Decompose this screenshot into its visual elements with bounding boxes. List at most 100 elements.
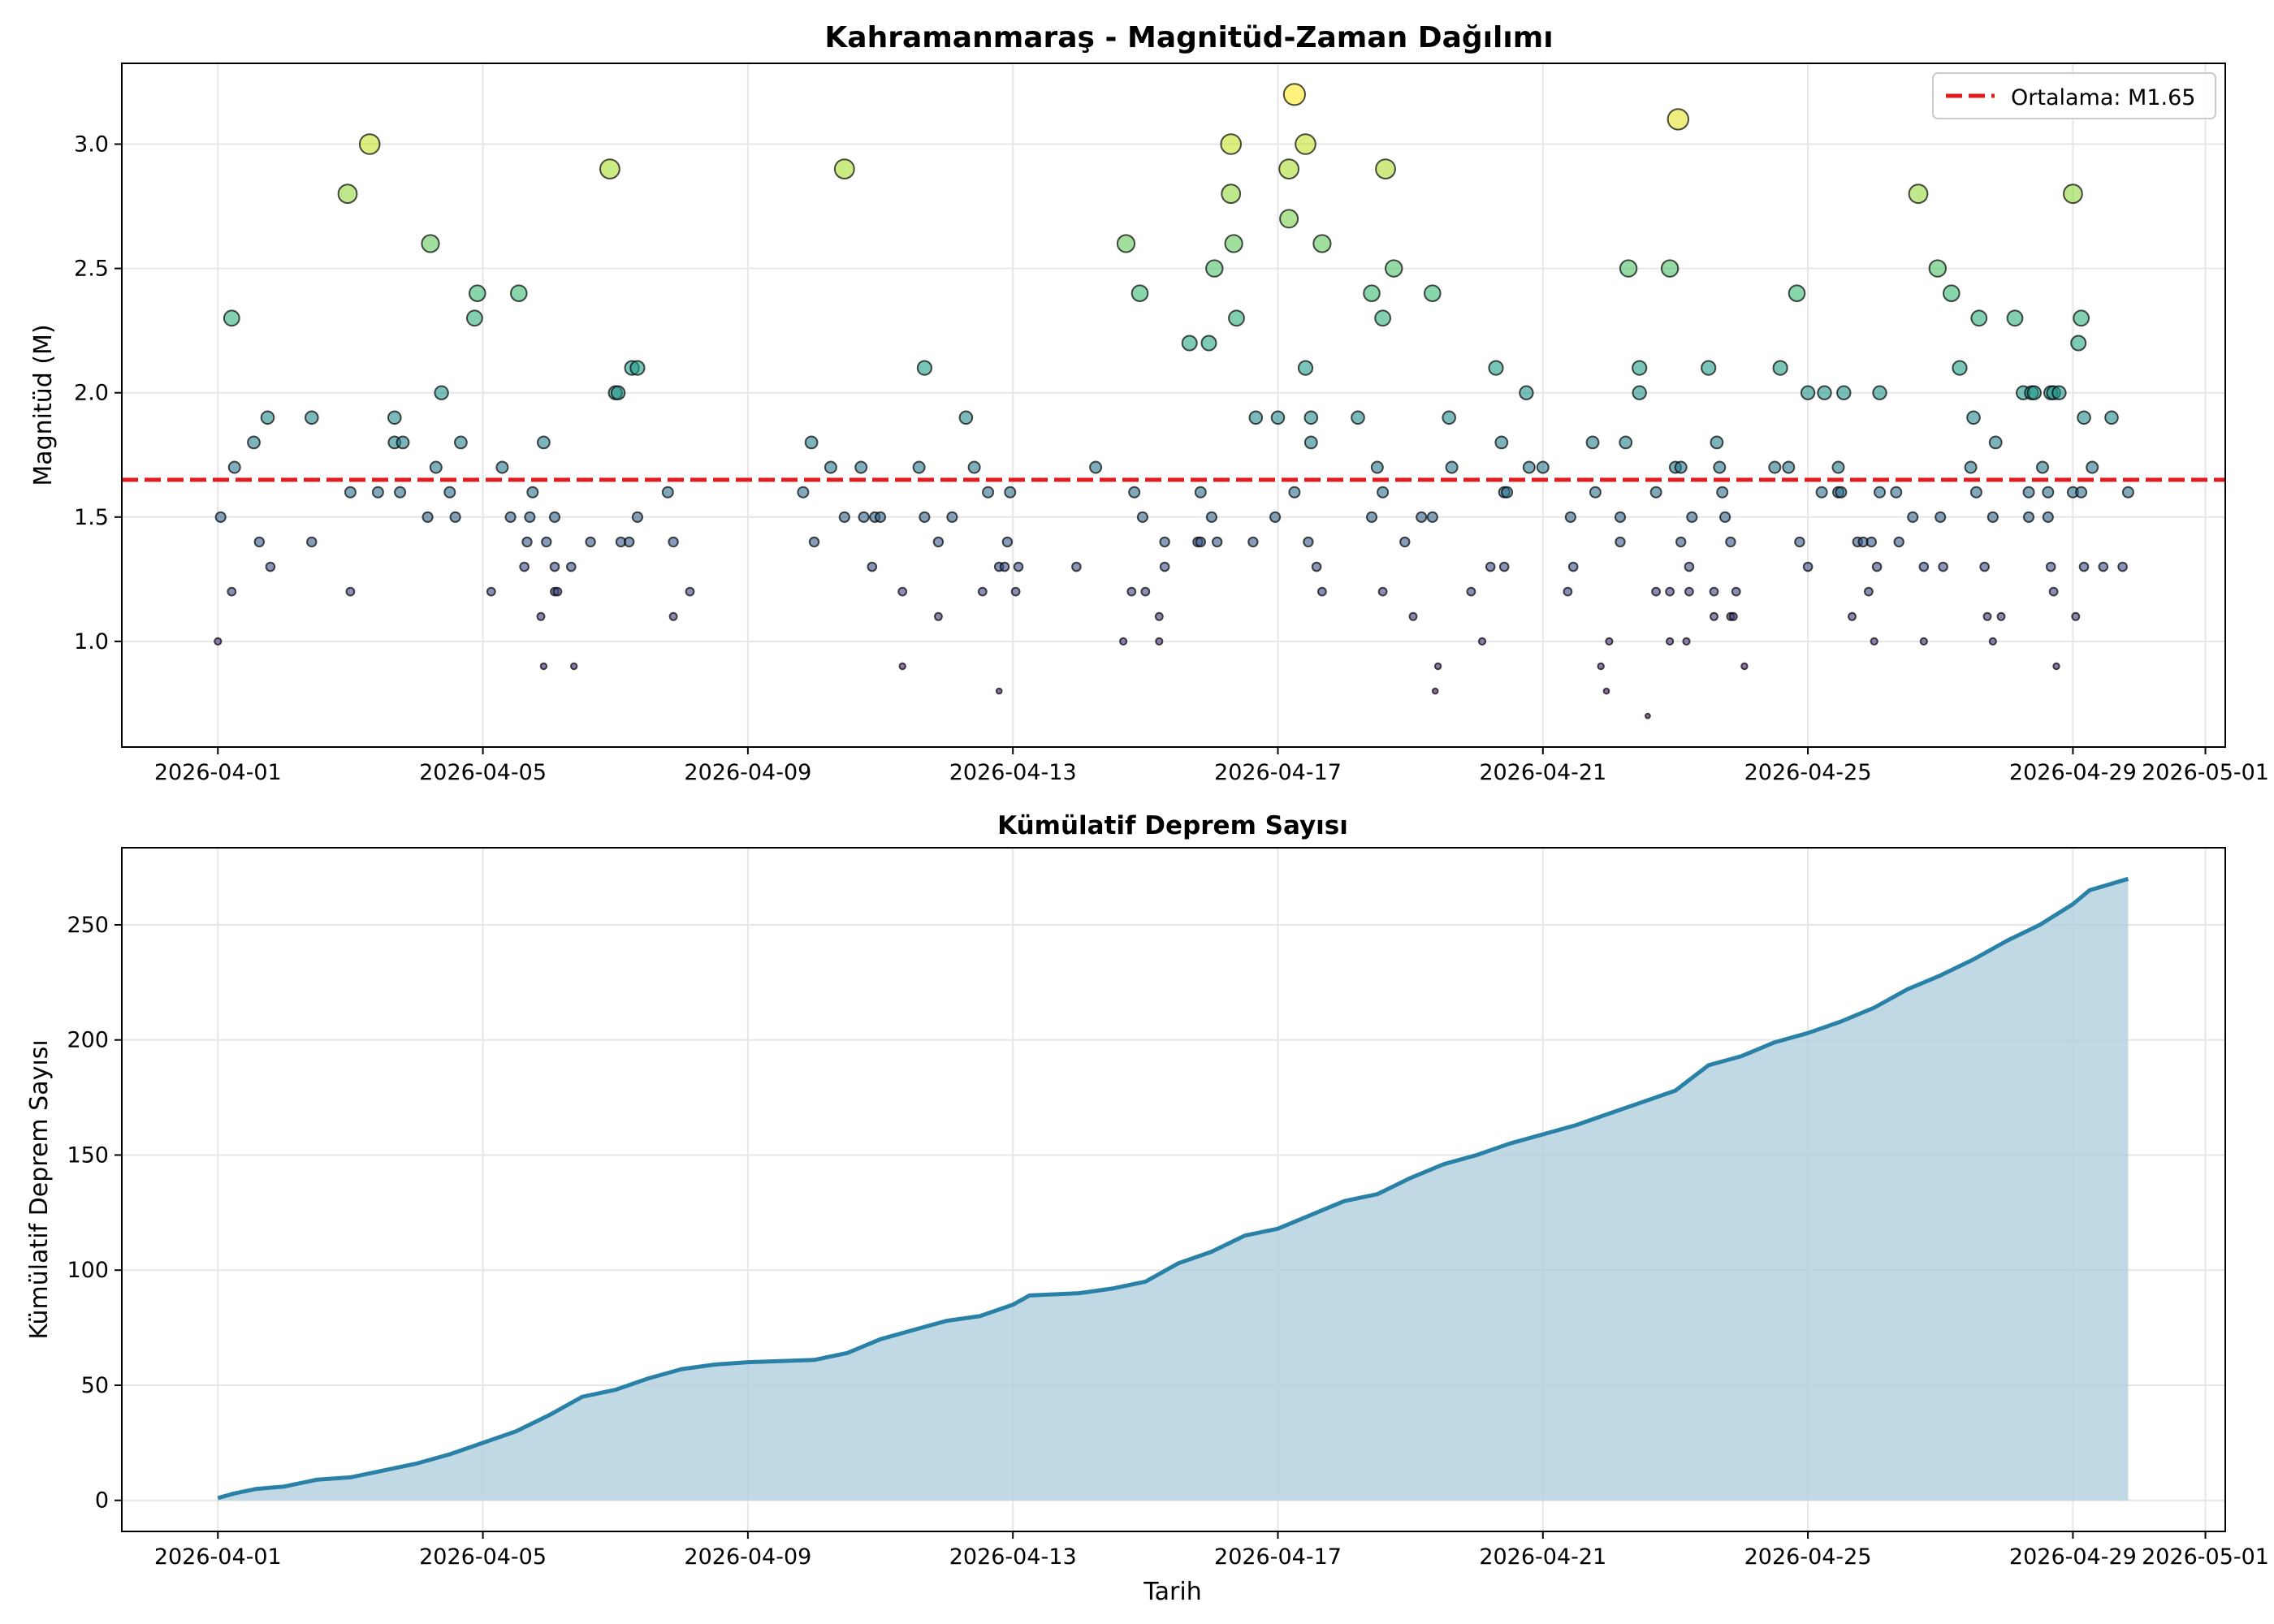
earthquake-point bbox=[1303, 536, 1314, 548]
earthquake-point bbox=[1870, 637, 1878, 646]
1-x-tick-label: 2026-04-17 bbox=[1214, 1544, 1342, 1570]
earthquake-point bbox=[1890, 486, 1903, 499]
earthquake-point bbox=[1675, 536, 1687, 548]
earthquake-point bbox=[797, 486, 810, 499]
1-x-tick-label: 2026-04-29 bbox=[2009, 1544, 2137, 1570]
earthquake-point bbox=[1004, 486, 1017, 499]
earthquake-point bbox=[838, 511, 850, 523]
scatter-axes-frame bbox=[121, 63, 2226, 748]
cumulative-axes-frame bbox=[121, 847, 2226, 1532]
scatter-x-ticks: 2026-04-01 2026-04-05 2026-04-09 2026-04-13… bbox=[154, 747, 2269, 785]
earthquake-point bbox=[1865, 536, 1878, 548]
earthquake-point bbox=[1709, 586, 1719, 597]
earthquake-point bbox=[1943, 284, 1961, 303]
earthquake-point bbox=[1424, 284, 1442, 303]
earthquake-point bbox=[1247, 536, 1259, 548]
earthquake-point bbox=[999, 561, 1010, 572]
earthquake-point bbox=[1288, 486, 1301, 499]
earthquake-point bbox=[2086, 460, 2099, 474]
earthquake-point bbox=[1195, 536, 1207, 548]
earthquake-point bbox=[1615, 536, 1626, 548]
earthquake-point bbox=[2077, 410, 2091, 425]
earthquake-point bbox=[2036, 460, 2049, 474]
earthquake-point bbox=[344, 486, 357, 499]
earthquake-point bbox=[214, 637, 223, 646]
earthquake-point bbox=[2022, 511, 2035, 523]
earthquake-point bbox=[1442, 410, 1456, 425]
earthquake-point bbox=[345, 586, 356, 597]
earthquake-point bbox=[504, 511, 517, 523]
earthquake-point bbox=[2073, 309, 2090, 327]
earthquake-point bbox=[1317, 586, 1327, 597]
earthquake-point bbox=[833, 158, 855, 180]
earthquake-point bbox=[1716, 486, 1729, 499]
cumulative-x-axis-label: Tarih bbox=[1143, 1578, 1201, 1606]
earthquake-point bbox=[1466, 586, 1476, 597]
earthquake-point bbox=[1871, 561, 1883, 572]
1-y-tick-label: 50 bbox=[81, 1373, 109, 1398]
earthquake-point bbox=[1220, 133, 1242, 155]
cumulative-y-ticks: 0 50 100 150 200 250 bbox=[67, 913, 122, 1514]
earthquake-point bbox=[1311, 561, 1322, 572]
earthquake-point bbox=[2045, 561, 2056, 572]
earthquake-point bbox=[1874, 486, 1886, 499]
earthquake-point bbox=[2121, 486, 2134, 499]
earthquake-point bbox=[610, 385, 626, 400]
earthquake-point bbox=[2042, 486, 2055, 499]
earthquake-point bbox=[1725, 536, 1736, 548]
earthquake-point bbox=[214, 511, 227, 523]
earthquake-point bbox=[1181, 335, 1198, 352]
earthquake-point bbox=[521, 536, 533, 548]
cumulative-y-axis-label: Kümülatif Deprem Sayısı bbox=[25, 1039, 54, 1339]
earthquake-point bbox=[1645, 712, 1651, 719]
earthquake-point bbox=[1667, 108, 1690, 131]
earthquake-point bbox=[1374, 309, 1391, 327]
earthquake-point bbox=[1248, 410, 1264, 425]
earthquake-point bbox=[570, 662, 578, 671]
earthquake-point bbox=[1585, 435, 1600, 450]
earthquake-point bbox=[1370, 460, 1384, 474]
earthquake-point bbox=[260, 410, 275, 425]
earthquake-point bbox=[1131, 284, 1149, 303]
earthquake-point bbox=[1154, 611, 1164, 621]
earthquake-point bbox=[1200, 335, 1217, 352]
earthquake-point bbox=[422, 511, 434, 523]
earthquake-point bbox=[1477, 637, 1487, 646]
earthquake-point bbox=[396, 435, 410, 450]
earthquake-point bbox=[946, 511, 958, 523]
cumulative-area-fill bbox=[218, 879, 2129, 1501]
earthquake-point bbox=[1279, 209, 1299, 229]
earthquake-point bbox=[1377, 486, 1390, 499]
earthquake-point bbox=[1567, 561, 1579, 572]
earthquake-point bbox=[1848, 611, 1857, 621]
earthquake-point bbox=[919, 511, 931, 523]
scatter-grid bbox=[122, 63, 2225, 747]
earthquake-point bbox=[1126, 586, 1137, 597]
earthquake-point bbox=[1701, 360, 1717, 376]
earthquake-point bbox=[599, 158, 620, 180]
earthquake-point bbox=[1485, 561, 1496, 572]
earthquake-point bbox=[685, 586, 695, 597]
earthquake-point bbox=[1651, 586, 1661, 597]
earthquake-point bbox=[495, 460, 509, 474]
earthquake-point bbox=[1966, 410, 1981, 425]
earthquake-point bbox=[1194, 486, 1207, 499]
1-x-tick-label: 2026-04-09 bbox=[684, 1544, 811, 1570]
earthquake-point bbox=[1564, 511, 1576, 523]
earthquake-point bbox=[1982, 611, 1992, 621]
0-y-tick-label: 1.0 bbox=[74, 629, 109, 654]
cumulative-title: Kümülatif Deprem Sayısı bbox=[997, 811, 1348, 840]
earthquake-point bbox=[1597, 662, 1605, 671]
earthquake-point bbox=[305, 410, 319, 425]
earthquake-point bbox=[624, 536, 635, 548]
earthquake-point bbox=[1666, 637, 1675, 646]
earthquake-point bbox=[536, 611, 546, 621]
earthquake-point bbox=[668, 536, 679, 548]
earthquake-point bbox=[1488, 360, 1504, 376]
earthquake-point bbox=[1794, 536, 1805, 548]
earthquake-point bbox=[1872, 385, 1887, 400]
earthquake-point bbox=[585, 536, 596, 548]
earthquake-point bbox=[2006, 309, 2024, 327]
earthquake-point bbox=[2098, 561, 2109, 572]
